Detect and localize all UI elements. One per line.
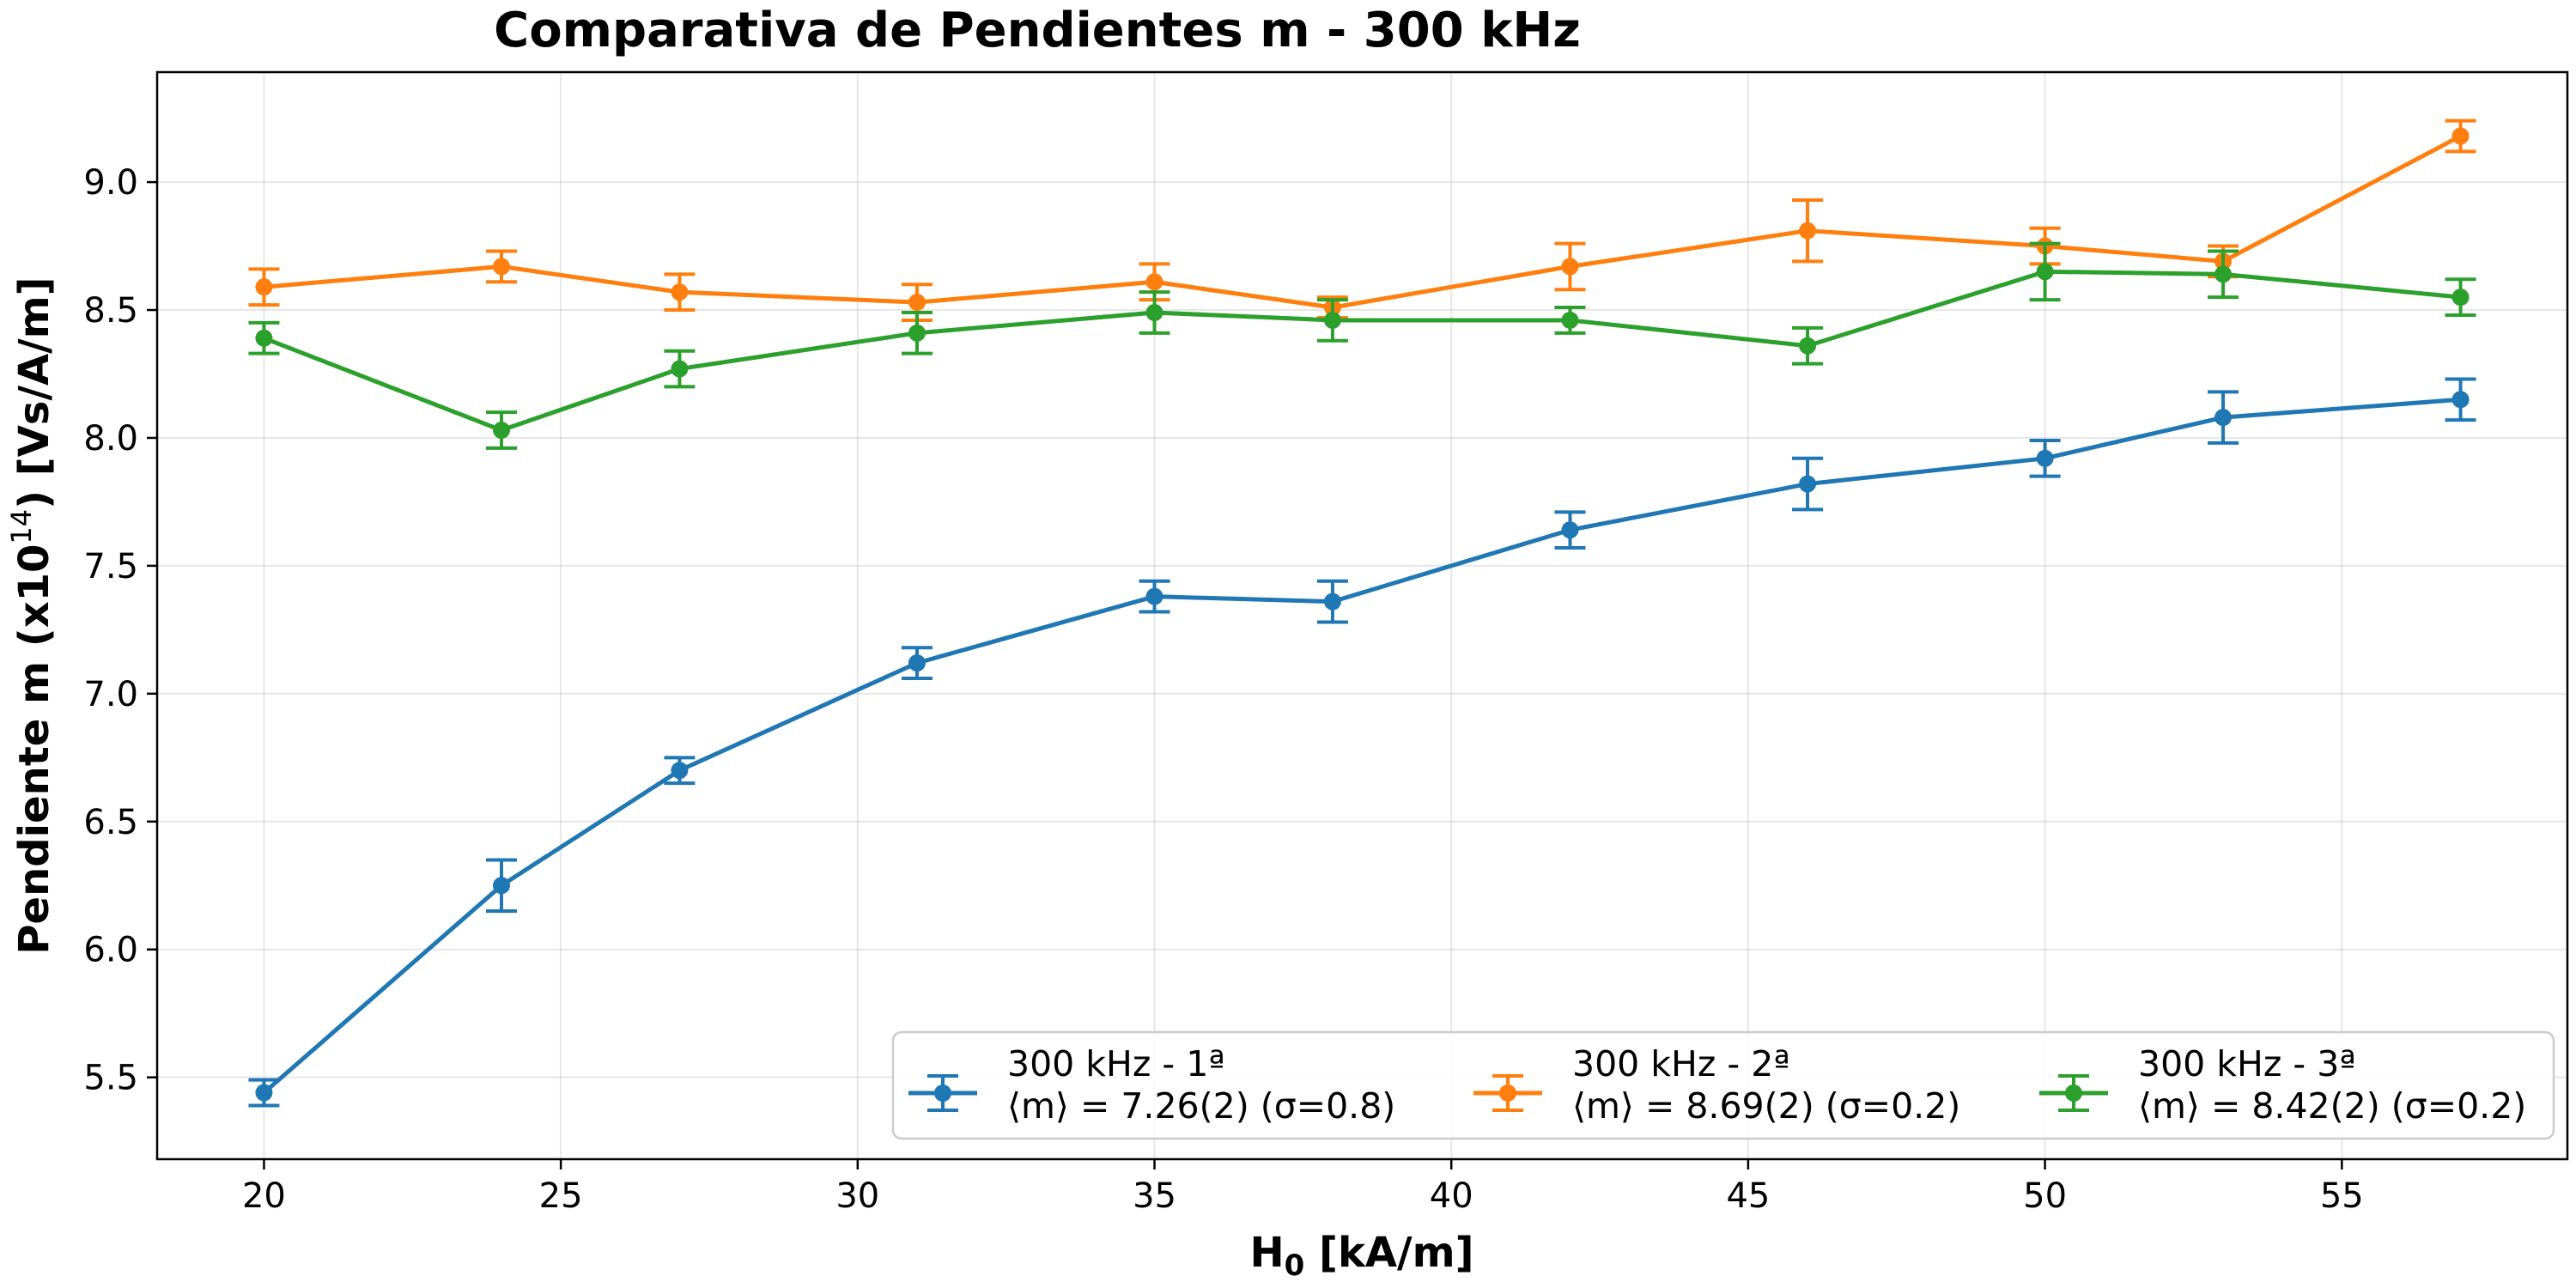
legend-label: 300 kHz - 1ª — [1007, 1043, 1225, 1084]
axis-ticks: 20 25 30 35 40 45 50 55 5.5 6.0 6.5 7.0 7.5 8.0 8.5 9.0 — [83, 163, 2363, 1216]
x-axis-label: H0 [kA/m] — [1249, 1229, 1473, 1283]
data-point — [1799, 475, 1817, 493]
y-tick-label: 8.5 — [83, 291, 138, 331]
chart-title: Comparativa de Pendientes m - 300 kHz — [494, 3, 1581, 58]
legend-box — [891, 1030, 2555, 1140]
y-tick-label: 6.0 — [83, 931, 138, 970]
data-point — [1561, 521, 1579, 539]
y-tick-label: 7.5 — [83, 547, 138, 586]
y-tick-label: 5.5 — [83, 1059, 138, 1098]
legend-stat: ⟨m⟩ = 8.69(2) (σ=0.2) — [1572, 1085, 1960, 1127]
data-point — [255, 278, 273, 296]
legend-marker — [934, 1084, 951, 1102]
y-axis-label-main: Pendiente m (x10 — [10, 544, 58, 955]
x-tick-label: 40 — [1430, 1176, 1473, 1216]
data-point — [2036, 449, 2054, 467]
data-point — [671, 360, 689, 378]
data-point — [493, 422, 510, 440]
legend-marker — [2065, 1084, 2082, 1102]
series-3 — [248, 241, 2476, 450]
data-point — [671, 283, 689, 301]
plot-frame — [155, 70, 2569, 1161]
y-tick-label: 7.0 — [83, 675, 138, 714]
grid — [157, 72, 2567, 1159]
data-point — [1145, 273, 1163, 291]
data-point — [2036, 263, 2054, 281]
data-point — [2215, 265, 2232, 283]
data-point — [255, 1084, 273, 1102]
y-tick-label: 9.0 — [83, 163, 138, 203]
legend-entry-3: 300 kHz - 3ª⟨m⟩ = 8.42(2) (σ=0.2) — [2039, 1043, 2526, 1127]
x-tick-label: 50 — [2023, 1176, 2067, 1216]
legend-label: 300 kHz - 2ª — [1572, 1043, 1790, 1084]
data-point — [2215, 409, 2232, 427]
x-tick-label: 45 — [1726, 1176, 1770, 1216]
x-axis-label-subscript: 0 — [1285, 1249, 1305, 1283]
data-point — [1561, 258, 1579, 276]
legend-entry-1: 300 kHz - 1ª⟨m⟩ = 7.26(2) (σ=0.8) — [908, 1043, 1395, 1127]
data-point — [908, 654, 926, 672]
x-axis-label-main: H — [1249, 1229, 1284, 1277]
legend-stat: ⟨m⟩ = 7.26(2) (σ=0.8) — [1007, 1085, 1395, 1127]
data-point — [908, 294, 926, 312]
x-axis-label-unit: [kA/m] — [1304, 1229, 1473, 1277]
series-1 — [248, 377, 2476, 1108]
y-axis-label-unit: ) [Vs/A/m] — [10, 276, 58, 508]
data-point — [1145, 587, 1163, 605]
y-tick-label: 6.5 — [83, 803, 138, 842]
data-point — [1561, 311, 1579, 329]
x-tick-label: 20 — [242, 1176, 286, 1216]
data-point — [2451, 391, 2470, 409]
data-point — [1323, 592, 1341, 611]
series-layer — [248, 118, 2476, 1108]
data-point — [671, 762, 689, 780]
data-point — [1799, 222, 1817, 240]
y-axis-label: Pendiente m (x1014) [Vs/A/m] — [5, 276, 58, 954]
data-point — [1145, 304, 1163, 322]
data-point — [1323, 311, 1341, 329]
y-tick-label: 8.0 — [83, 419, 138, 459]
data-point — [2451, 289, 2470, 307]
legend: 300 kHz - 1ª⟨m⟩ = 7.26(2) (σ=0.8)300 kHz… — [891, 1030, 2555, 1140]
legend-entry-2: 300 kHz - 2ª⟨m⟩ = 8.69(2) (σ=0.2) — [1473, 1043, 1960, 1127]
x-tick-label: 35 — [1133, 1176, 1176, 1216]
data-point — [908, 324, 926, 342]
data-point — [2451, 127, 2470, 145]
y-axis-label-superscript: 14 — [5, 509, 38, 544]
legend-marker — [1499, 1084, 1516, 1102]
legend-label: 300 kHz - 3ª — [2138, 1043, 2356, 1084]
data-point — [1799, 337, 1817, 355]
x-tick-label: 25 — [539, 1176, 583, 1216]
x-tick-label: 30 — [835, 1176, 879, 1216]
data-point — [255, 329, 273, 347]
legend-stat: ⟨m⟩ = 8.42(2) (σ=0.2) — [2138, 1085, 2526, 1127]
data-point — [493, 877, 510, 895]
data-point — [493, 258, 510, 276]
x-tick-label: 55 — [2320, 1176, 2364, 1216]
